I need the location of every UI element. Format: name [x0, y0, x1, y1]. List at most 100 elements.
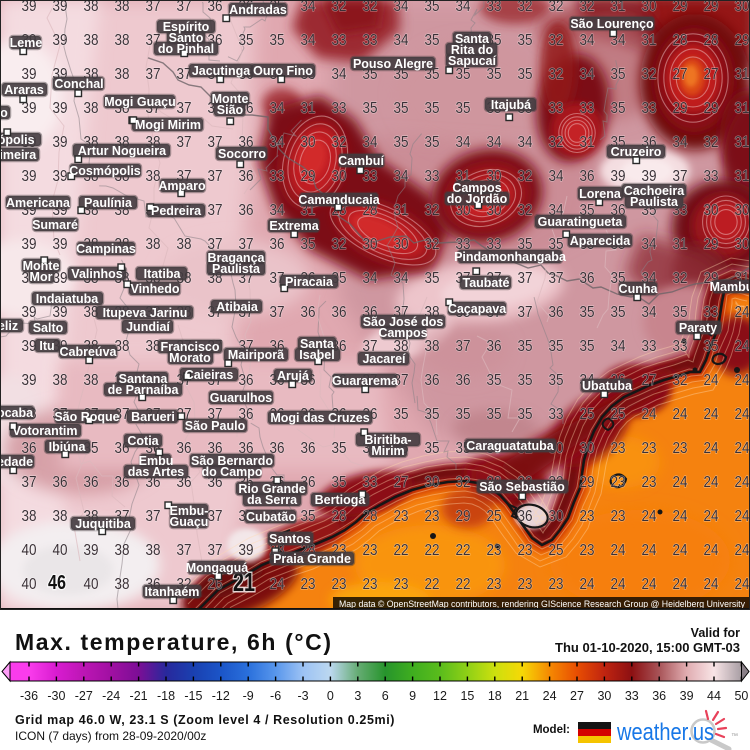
svg-text:35: 35 [239, 32, 254, 49]
svg-text:33: 33 [642, 338, 657, 355]
svg-text:Cubatão: Cubatão [246, 510, 296, 524]
svg-text:34: 34 [270, 134, 285, 151]
svg-text:39: 39 [642, 168, 657, 185]
svg-text:33: 33 [487, 236, 502, 253]
svg-text:18: 18 [488, 689, 502, 703]
svg-text:ocaba: ocaba [0, 406, 34, 420]
svg-text:Francisco: Francisco [160, 340, 219, 354]
svg-text:Mambuc: Mambuc [710, 280, 750, 294]
svg-text:irópolis: irópolis [0, 133, 35, 147]
svg-text:40: 40 [53, 542, 68, 559]
svg-text:28: 28 [363, 508, 378, 525]
svg-text:Max. temperature, 6h (°C): Max. temperature, 6h (°C) [15, 629, 333, 655]
svg-text:31: 31 [301, 100, 316, 117]
svg-text:31: 31 [735, 100, 750, 117]
svg-text:33: 33 [580, 100, 595, 117]
svg-text:23: 23 [549, 576, 564, 593]
svg-text:24: 24 [704, 474, 719, 491]
svg-text:24: 24 [735, 576, 750, 593]
svg-text:44: 44 [707, 689, 721, 703]
svg-text:39: 39 [22, 100, 37, 117]
svg-text:3: 3 [354, 689, 361, 703]
svg-text:23: 23 [642, 474, 657, 491]
svg-text:24: 24 [673, 542, 688, 559]
svg-text:Paulista: Paulista [212, 262, 261, 276]
svg-text:Jacareí: Jacareí [362, 352, 406, 366]
svg-text:36: 36 [270, 236, 285, 253]
svg-text:33: 33 [642, 100, 657, 117]
svg-text:24: 24 [543, 689, 557, 703]
svg-text:Mirim: Mirim [371, 444, 404, 458]
svg-text:39: 39 [22, 0, 37, 15]
svg-text:São Roque: São Roque [54, 410, 119, 424]
svg-text:35: 35 [518, 372, 533, 389]
svg-text:37: 37 [177, 66, 192, 83]
svg-text:30: 30 [735, 202, 750, 219]
svg-text:35: 35 [518, 32, 533, 49]
svg-text:30: 30 [487, 202, 502, 219]
svg-text:39: 39 [611, 168, 626, 185]
svg-text:37: 37 [208, 236, 223, 253]
svg-text:Caieiras: Caieiras [185, 368, 234, 382]
svg-text:Grid map 46.0 W, 23.1 S (Zoom: Grid map 46.0 W, 23.1 S (Zoom level 4 / … [15, 713, 395, 727]
svg-text:Itajubá: Itajubá [491, 98, 531, 112]
svg-text:23: 23 [363, 542, 378, 559]
svg-text:23: 23 [673, 440, 688, 457]
svg-text:São Lourenço: São Lourenço [570, 17, 654, 31]
svg-text:Cachoeira: Cachoeira [624, 184, 685, 198]
svg-text:23: 23 [425, 508, 440, 525]
svg-text:40: 40 [22, 576, 37, 593]
svg-text:Campos: Campos [452, 181, 501, 195]
svg-text:36: 36 [239, 440, 254, 457]
svg-text:-3: -3 [297, 689, 308, 703]
svg-text:24: 24 [735, 508, 750, 525]
svg-text:32: 32 [580, 0, 595, 15]
svg-text:35: 35 [549, 338, 564, 355]
svg-text:24: 24 [642, 406, 657, 423]
svg-text:Arujá: Arujá [277, 369, 309, 383]
svg-text:-9: -9 [243, 689, 254, 703]
svg-text:34: 34 [394, 168, 409, 185]
svg-text:39: 39 [53, 304, 68, 321]
svg-text:24: 24 [673, 406, 688, 423]
svg-text:23: 23 [487, 542, 502, 559]
svg-text:32: 32 [549, 0, 564, 15]
svg-text:38: 38 [84, 32, 99, 49]
svg-text:36: 36 [53, 474, 68, 491]
svg-text:35: 35 [456, 406, 471, 423]
svg-text:39: 39 [22, 372, 37, 389]
svg-text:28: 28 [673, 32, 688, 49]
svg-text:-36: -36 [20, 689, 38, 703]
svg-text:Caçapava: Caçapava [448, 302, 507, 316]
svg-text:24: 24 [704, 440, 719, 457]
svg-text:24: 24 [735, 372, 750, 389]
svg-text:Mor: Mor [30, 270, 53, 284]
svg-text:24: 24 [704, 406, 719, 423]
svg-text:37: 37 [549, 270, 564, 287]
svg-text:33: 33 [625, 689, 639, 703]
svg-text:Cotia: Cotia [127, 434, 159, 448]
svg-text:12: 12 [433, 689, 447, 703]
svg-text:37: 37 [146, 508, 161, 525]
svg-text:24: 24 [611, 576, 626, 593]
svg-text:Biritiba-: Biritiba- [364, 433, 411, 447]
svg-text:24: 24 [673, 508, 688, 525]
svg-text:39: 39 [680, 689, 694, 703]
svg-text:Guaratingueta: Guaratingueta [538, 215, 624, 229]
svg-text:de Parnaíba: de Parnaíba [108, 383, 180, 397]
svg-text:35: 35 [332, 440, 347, 457]
svg-text:35: 35 [425, 134, 440, 151]
svg-text:-27: -27 [75, 689, 93, 703]
svg-text:Aparecida: Aparecida [570, 234, 631, 248]
svg-text:Itu: Itu [39, 339, 54, 353]
svg-text:-18: -18 [157, 689, 175, 703]
svg-text:39: 39 [53, 134, 68, 151]
svg-text:23: 23 [611, 440, 626, 457]
svg-text:39: 39 [22, 304, 37, 321]
svg-text:34: 34 [394, 270, 409, 287]
svg-text:Mogi Guaçu: Mogi Guaçu [104, 95, 176, 109]
svg-text:24: 24 [735, 474, 750, 491]
svg-text:Artur Nogueira: Artur Nogueira [78, 144, 167, 158]
svg-text:29: 29 [673, 0, 688, 15]
svg-text:46: 46 [48, 572, 66, 594]
